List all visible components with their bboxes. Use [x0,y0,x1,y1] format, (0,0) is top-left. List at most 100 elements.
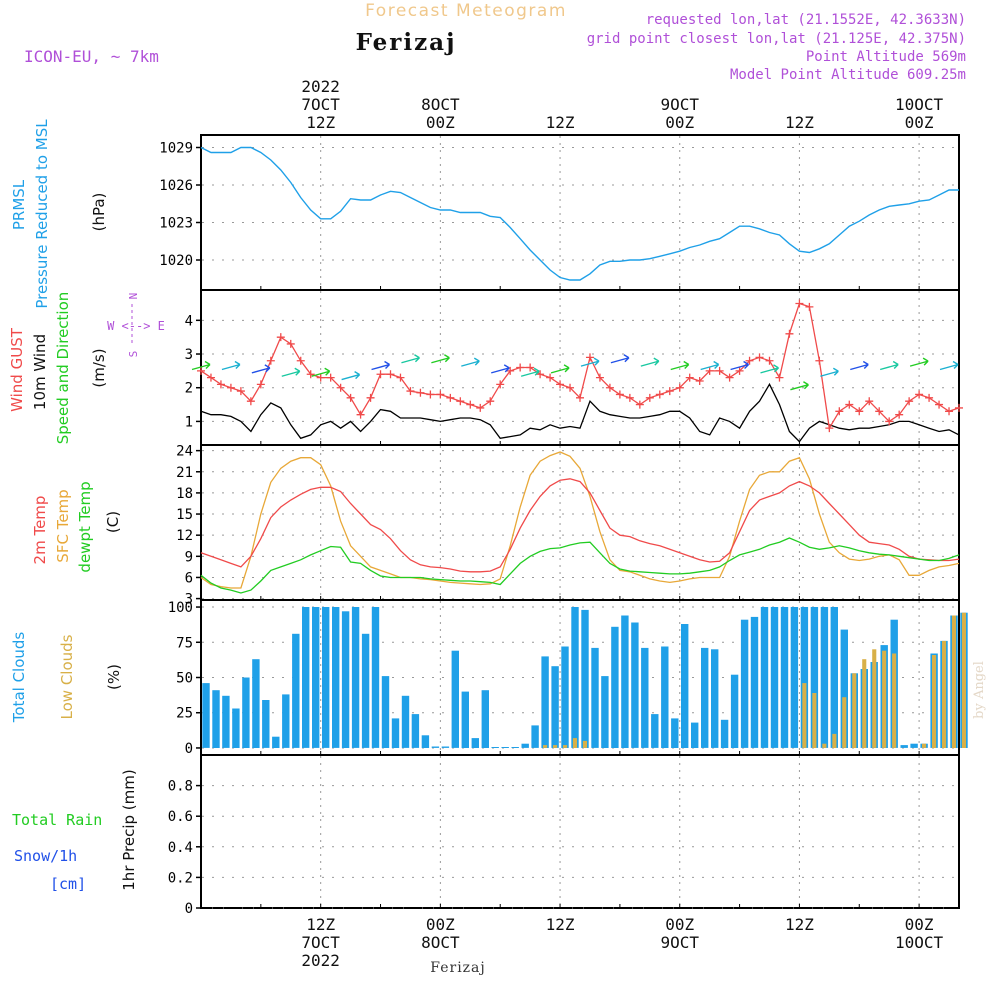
low-cloud-bar [862,659,867,748]
gust-marker [855,407,864,416]
bottom-time-label: 00Z [426,915,455,934]
low-cloud-bar [842,697,847,748]
gust-marker [695,376,704,385]
gust-marker [456,397,465,406]
gust-marker [865,397,874,406]
total-cloud-bar [621,615,629,748]
y-tick-label: 25 [176,706,193,722]
total-cloud-bar [720,719,729,748]
y-tick-label: 1020 [159,253,193,269]
gust-marker [625,393,634,402]
low-cloud-bar [812,693,817,748]
gust-marker [236,387,245,396]
total-cloud-bar [431,746,440,748]
gust-marker [576,393,584,402]
wind-direction-arrow [341,371,361,381]
panel-frame [200,289,960,446]
total-cloud-bar [651,714,659,748]
y-tick-label: 75 [176,635,193,651]
gust-marker [266,356,275,365]
gust-marker [436,390,445,399]
gust-marker [346,393,355,402]
gust-marker [705,366,714,375]
temperature-panel: 3 6 9 12 15 18 21 24 [176,444,960,608]
pressure-label-desc: Pressure Reduced to MSL [33,119,51,309]
y-tick-label: 2 [185,381,193,397]
top-time-label: 2022 [301,77,340,96]
gust-marker [546,373,555,382]
gust-marker [426,390,435,399]
wind-dir-label: Speed and Direction [54,292,72,445]
low-cloud-bar [543,745,548,748]
y-tick-label: 1 [185,414,193,430]
total-cloud-bar [461,691,469,748]
watermark: by Angel [972,661,987,719]
gust-marker [635,400,644,409]
gust-marker [645,393,654,402]
gust-marker [785,329,794,338]
wind-direction-arrow [191,360,211,371]
total-cloud-bar [760,607,769,748]
wind-direction-arrow [550,364,570,374]
gust-marker [366,393,375,402]
gust-marker [396,373,405,382]
wind-direction-arrow [909,357,929,367]
total-cloud-bar [910,743,918,748]
wind-direction-arrow [700,360,720,371]
top-time-label: 00Z [665,113,694,132]
top-time-label: 12Z [546,113,575,132]
total-cloud-bar [351,607,360,748]
wind-panel: 1 2 3 4 [185,289,963,446]
low-cloud-bar [932,655,937,748]
bottom-time-label: 00Z [665,915,694,934]
total-cloud-bar [511,747,519,748]
gust-marker [905,397,914,406]
gust-marker [226,383,235,392]
total-cloud-bar [501,747,509,748]
low-cloud-bar [951,615,956,748]
wind-direction-arrow [850,360,869,371]
wind-10m-line [200,382,960,443]
bottom-time-label: 12Z [546,915,575,934]
gust-marker [286,339,295,348]
gust-marker [685,373,694,382]
total-cloud-bar [770,607,779,748]
low-cloud-bar [832,733,837,748]
total-cloud-bar [790,607,799,748]
total-cloud-bar [611,626,619,748]
gust-marker [675,383,684,392]
y-tick-label: 21 [176,465,193,481]
total-cloud-bar [282,694,290,748]
pressure-panel-labels: PRMSL Pressure Reduced to MSL (hPa) [10,119,108,309]
gust-marker [336,383,345,392]
gust-marker [536,370,545,379]
wind-direction-arrow [401,354,420,364]
total-clouds-label: Total Clouds [10,632,28,724]
top-time-label: 10OCT [895,95,944,114]
pressure-panel: 1020 1023 1026 1029 [159,134,960,291]
total-cloud-bar [561,646,569,748]
temp-sfc-label: SFC Temp [54,489,72,562]
gust-marker [595,373,604,382]
gust-marker [406,387,415,396]
gust-marker [915,390,924,399]
gust-marker [556,380,565,389]
total-cloud-bar [701,647,709,748]
low-cloud-bar [922,743,927,748]
temp-unit: (C) [104,511,122,533]
total-cloud-bar [800,607,809,748]
gust-marker [925,393,934,402]
footer-location: Ferizaj [430,960,485,976]
total-cloud-bar [531,725,539,748]
bottom-time-label: 8OCT [421,933,460,952]
gust-marker [376,370,385,379]
total-cloud-bar [312,607,320,748]
temp-2m-label: 2m Temp [31,496,49,565]
gust-marker [316,373,325,382]
low-cloud-bar [961,612,966,748]
total-cloud-bar [780,607,789,748]
gust-marker [615,390,624,399]
gust-marker [296,356,305,365]
y-tick-label: 0.8 [168,779,193,795]
y-tick-label: 3 [185,347,193,363]
